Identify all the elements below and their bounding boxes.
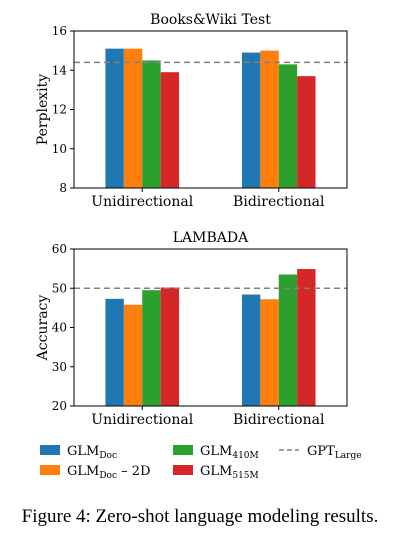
figure-caption: Figure 4: Zero-shot language modeling re… — [21, 506, 379, 527]
legend-swatch — [40, 445, 60, 455]
x-tick-label: Bidirectional — [233, 412, 325, 428]
legend-label: GPTLarge — [307, 444, 362, 461]
y-tick-label: 8 — [59, 181, 67, 195]
y-tick-label: 40 — [52, 321, 67, 335]
y-axis-label: Accuracy — [35, 295, 51, 362]
y-tick-label: 60 — [52, 242, 67, 256]
y-tick-label: 12 — [52, 103, 67, 117]
legend-item-m410: GLM410M — [173, 444, 259, 461]
x-tick-label: Unidirectional — [91, 194, 193, 210]
y-tick-label: 50 — [52, 281, 67, 295]
y-tick-label: 30 — [52, 360, 67, 374]
bar-m410-bidirectional — [278, 274, 298, 406]
bar-doc2d-unidirectional — [123, 304, 143, 406]
legend-label: GLMDoc – 2D — [67, 464, 151, 481]
legend-label: GLM515M — [200, 464, 259, 481]
bar-doc2d-bidirectional — [260, 299, 279, 406]
bar-m515-bidirectional — [297, 76, 316, 188]
y-tick-label: 10 — [52, 142, 67, 156]
bar-m515-bidirectional — [297, 269, 316, 406]
legend-item-m515: GLM515M — [173, 464, 259, 481]
bar-m515-unidirectional — [160, 287, 180, 406]
legend-label: GLMDoc — [67, 444, 117, 461]
x-tick-label: Unidirectional — [91, 412, 193, 428]
legend-item-doc2d: GLMDoc – 2D — [40, 464, 151, 481]
bar-doc-bidirectional — [241, 294, 261, 406]
chart-panel-1: 8 10 12 14 16 Unidirectional Bidirectional Book… — [35, 12, 348, 210]
legend-item-doc: GLMDoc — [40, 444, 117, 461]
legend-swatch — [40, 465, 60, 475]
bar-doc-unidirectional — [105, 298, 124, 406]
chart-panel-2: 20 30 40 50 60 Unidirectional Bidirectional LAM… — [35, 230, 348, 428]
bar-m410-unidirectional — [142, 60, 161, 188]
x-tick-label: Bidirectional — [233, 194, 325, 210]
bar-m515-unidirectional — [160, 72, 180, 188]
y-tick-label: 20 — [52, 399, 67, 413]
chart-title: Books&Wiki Test — [150, 12, 271, 28]
bar-m410-bidirectional — [278, 64, 298, 188]
bar-m410-unidirectional — [142, 290, 161, 406]
bar-doc2d-bidirectional — [260, 50, 279, 188]
legend-item-gpt: GPTLarge — [279, 444, 362, 461]
legend-label: GLM410M — [200, 444, 259, 461]
legend-swatch — [173, 445, 193, 455]
legend-swatch — [173, 465, 193, 475]
y-tick-label: 14 — [52, 63, 68, 77]
figure: 8 10 12 14 16 Unidirectional Bidirectional Book… — [35, 12, 362, 481]
legend: GLMDoc GLMDoc – 2D GLM410M GLM515M GPTLarge — [40, 444, 362, 481]
chart-title: LAMBADA — [173, 230, 249, 246]
bar-doc2d-unidirectional — [123, 48, 143, 188]
bar-doc-bidirectional — [241, 52, 261, 189]
y-tick-label: 16 — [52, 24, 67, 38]
bar-doc-unidirectional — [105, 48, 124, 188]
y-axis-label: Perplexity — [35, 74, 51, 145]
